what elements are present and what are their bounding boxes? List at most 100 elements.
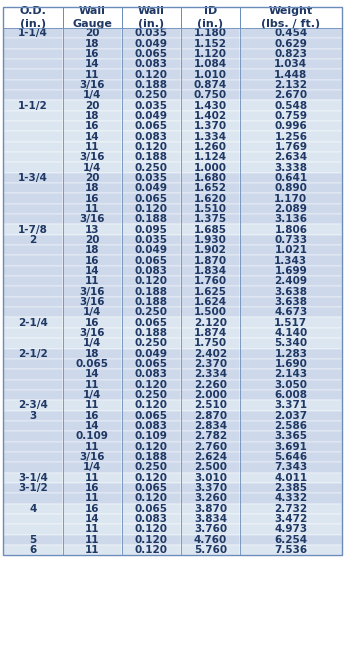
- Text: 2.624: 2.624: [194, 452, 227, 462]
- Text: 11: 11: [85, 535, 99, 545]
- Bar: [63, 348, 122, 359]
- Bar: [3, 514, 63, 524]
- Bar: [181, 39, 240, 49]
- Bar: [240, 338, 342, 348]
- Bar: [122, 101, 181, 111]
- Text: 1.699: 1.699: [275, 266, 307, 276]
- Text: 1.685: 1.685: [194, 225, 227, 235]
- Bar: [3, 432, 63, 442]
- Bar: [181, 193, 240, 204]
- Bar: [122, 173, 181, 183]
- Text: 0.083: 0.083: [135, 370, 168, 380]
- Bar: [3, 545, 63, 555]
- Bar: [122, 442, 181, 452]
- Text: 3.365: 3.365: [274, 432, 307, 442]
- Text: 2.402: 2.402: [194, 349, 227, 359]
- Bar: [63, 462, 122, 472]
- Text: 1.902: 1.902: [194, 245, 227, 255]
- Text: 1.834: 1.834: [194, 266, 227, 276]
- Text: 14: 14: [85, 421, 99, 431]
- Bar: [3, 504, 63, 514]
- Bar: [3, 370, 63, 380]
- Bar: [181, 535, 240, 545]
- Text: 2.260: 2.260: [194, 380, 227, 390]
- Text: 1.870: 1.870: [194, 255, 227, 265]
- Text: 2.143: 2.143: [274, 370, 307, 380]
- Text: 0.083: 0.083: [135, 421, 168, 431]
- Text: 1/4: 1/4: [83, 462, 101, 472]
- Bar: [3, 131, 63, 142]
- Text: 2: 2: [29, 235, 37, 245]
- Text: 0.083: 0.083: [135, 131, 168, 141]
- Bar: [63, 28, 122, 38]
- Text: 1.624: 1.624: [194, 297, 227, 307]
- Bar: [3, 163, 63, 173]
- Bar: [181, 7, 240, 28]
- Bar: [122, 90, 181, 101]
- Bar: [240, 90, 342, 101]
- Text: 6: 6: [29, 545, 37, 555]
- Bar: [63, 69, 122, 80]
- Bar: [122, 348, 181, 359]
- Text: 0.750: 0.750: [194, 90, 227, 100]
- Bar: [122, 163, 181, 173]
- Bar: [181, 152, 240, 163]
- Bar: [3, 173, 63, 183]
- Bar: [122, 524, 181, 535]
- Text: 3/16: 3/16: [79, 80, 105, 90]
- Bar: [63, 49, 122, 59]
- Text: 3.371: 3.371: [274, 400, 307, 410]
- Text: 1.760: 1.760: [194, 276, 227, 286]
- Bar: [63, 245, 122, 255]
- Text: 2.670: 2.670: [274, 90, 307, 100]
- Text: 20: 20: [85, 101, 99, 111]
- Text: 1/4: 1/4: [83, 163, 101, 173]
- Text: 0.035: 0.035: [135, 101, 168, 111]
- Text: 2.834: 2.834: [194, 421, 227, 431]
- Text: 1.334: 1.334: [194, 131, 227, 141]
- Bar: [122, 121, 181, 131]
- Bar: [63, 410, 122, 421]
- Bar: [181, 359, 240, 370]
- Bar: [122, 255, 181, 266]
- Text: 0.250: 0.250: [135, 390, 168, 400]
- Text: 2.760: 2.760: [194, 442, 227, 452]
- Text: 0.874: 0.874: [194, 80, 227, 90]
- Text: 0.120: 0.120: [135, 276, 168, 286]
- Text: 1.652: 1.652: [194, 183, 227, 193]
- Bar: [3, 266, 63, 276]
- Bar: [181, 494, 240, 504]
- Bar: [240, 545, 342, 555]
- Text: 3.260: 3.260: [194, 494, 227, 504]
- Bar: [181, 400, 240, 411]
- Text: 1/4: 1/4: [83, 338, 101, 348]
- Text: 1.402: 1.402: [194, 111, 227, 121]
- Bar: [3, 307, 63, 317]
- Text: 2-1/4: 2-1/4: [18, 317, 48, 327]
- Text: 1.448: 1.448: [274, 69, 307, 79]
- Text: 3-1/2: 3-1/2: [18, 483, 48, 493]
- Bar: [122, 245, 181, 255]
- Bar: [181, 317, 240, 328]
- Bar: [3, 472, 63, 483]
- Text: 2.132: 2.132: [274, 80, 307, 90]
- Text: 2.870: 2.870: [194, 411, 227, 421]
- Bar: [240, 432, 342, 442]
- Text: 0.548: 0.548: [274, 101, 307, 111]
- Text: 11: 11: [85, 204, 99, 214]
- Bar: [181, 69, 240, 80]
- Text: 1/4: 1/4: [83, 90, 101, 100]
- Bar: [63, 472, 122, 483]
- Text: 5: 5: [29, 535, 37, 545]
- Text: 0.188: 0.188: [135, 287, 168, 297]
- Text: 0.823: 0.823: [274, 49, 307, 59]
- Text: 3: 3: [29, 411, 37, 421]
- Bar: [63, 328, 122, 338]
- Text: 3.870: 3.870: [194, 504, 227, 514]
- Text: 0.120: 0.120: [135, 380, 168, 390]
- Bar: [122, 514, 181, 524]
- Text: 14: 14: [85, 514, 99, 524]
- Bar: [3, 121, 63, 131]
- Bar: [63, 432, 122, 442]
- Bar: [181, 266, 240, 276]
